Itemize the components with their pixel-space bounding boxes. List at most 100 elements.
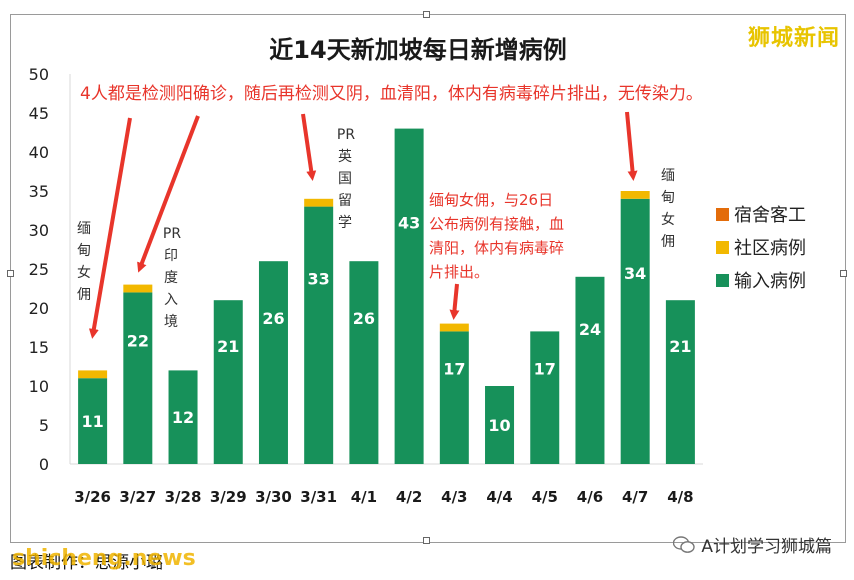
data-label: 33 <box>308 270 330 289</box>
y-tick-label: 25 <box>29 260 49 279</box>
annotation-glyph: 国 <box>338 171 352 187</box>
annotation-glyph: 甸 <box>661 190 675 206</box>
y-tick-label: 10 <box>29 377 49 396</box>
bar-segment <box>168 370 198 464</box>
y-tick-label: 40 <box>29 143 49 162</box>
y-tick-label: 50 <box>29 65 49 84</box>
data-label: 21 <box>217 337 239 356</box>
resize-handle[interactable] <box>423 537 430 544</box>
bar-segment <box>304 198 334 207</box>
bar-segment <box>213 300 243 464</box>
x-tick-label: 4/2 <box>396 488 422 506</box>
x-tick-label: 4/6 <box>577 488 603 506</box>
annotation-glyph: 甸 <box>77 243 91 259</box>
annotation-4-3-line: 公布病例有接触，血 <box>429 215 564 233</box>
annotation-arrow <box>301 113 317 181</box>
annotation-top-note: 4人都是检测阳确诊，随后再检测又阴，血清阳，体内有病毒碎片排出，无传染力。 <box>80 84 703 104</box>
annotation-4-3-line: 片排出。 <box>429 263 489 281</box>
x-tick-label: 4/8 <box>667 488 693 506</box>
annotation-glyph: 学 <box>338 215 352 231</box>
wechat-icon <box>673 535 696 554</box>
site-watermark: shicheng.news <box>12 546 196 571</box>
data-label: 22 <box>127 331 149 350</box>
annotation-arrow <box>625 111 638 181</box>
x-tick-label: 4/1 <box>351 488 377 506</box>
x-tick-label: 3/26 <box>74 488 111 506</box>
bar-segment <box>394 128 424 464</box>
legend-swatch <box>716 274 729 287</box>
resize-handle[interactable] <box>7 270 14 277</box>
legend-label: 社区病例 <box>734 238 806 259</box>
annotation-glyph: 入 <box>164 292 178 308</box>
bar-segment <box>575 276 605 464</box>
y-tick-label: 15 <box>29 338 49 357</box>
resize-handle[interactable] <box>840 270 847 277</box>
annotation-glyph: 缅 <box>77 221 91 237</box>
annotation-4-7: 缅甸女佣 <box>661 168 675 250</box>
bar-segment <box>665 300 695 464</box>
annotation-glyph: 境 <box>164 314 178 330</box>
legend-label: 输入病例 <box>734 271 806 292</box>
annotation-glyph: 留 <box>338 193 352 209</box>
annotation-glyph: 女 <box>77 264 91 281</box>
x-tick-label: 4/5 <box>532 488 558 506</box>
data-label: 17 <box>534 360 556 379</box>
caption-text: 图表制作：思源小璐 <box>10 553 163 573</box>
x-tick-label: 4/7 <box>622 488 648 506</box>
data-label: 34 <box>624 264 646 283</box>
legend-swatch <box>716 208 729 221</box>
bar-segment <box>123 292 153 464</box>
x-tick-label: 4/3 <box>441 488 467 506</box>
y-tick-label: 45 <box>29 104 49 123</box>
data-label: 10 <box>488 416 510 435</box>
x-tick-label: 3/31 <box>300 488 337 506</box>
x-tick-label: 3/27 <box>119 488 156 506</box>
data-label: 11 <box>81 412 103 431</box>
y-tick-label: 20 <box>29 299 49 318</box>
legend-label: 宿舍客工 <box>734 205 806 226</box>
annotation-3-31-pr: PR <box>337 127 355 143</box>
bar-segment <box>304 206 334 464</box>
y-tick-label: 30 <box>29 221 49 240</box>
wechat-label: A计划学习狮城篇 <box>701 537 832 557</box>
annotation-glyph: 缅 <box>661 168 675 184</box>
annotation-glyph: 佣 <box>661 234 675 250</box>
y-tick-label: 35 <box>29 182 49 201</box>
annotation-glyph: 女 <box>661 211 675 228</box>
resize-handle[interactable] <box>423 11 430 18</box>
bar-segment <box>485 386 515 464</box>
data-label: 12 <box>172 408 194 427</box>
annotation-glyph: 英 <box>338 148 352 165</box>
data-label: 26 <box>262 309 284 328</box>
bar-segment <box>439 331 469 464</box>
annotation-glyph: 印 <box>164 248 178 264</box>
bar-segment <box>620 198 650 465</box>
bar-segment <box>530 331 560 464</box>
chart-title: 近14天新加坡每日新增病例 <box>269 36 566 64</box>
x-tick-label: 3/29 <box>210 488 247 506</box>
annotation-3-27-pr: PR <box>163 226 181 242</box>
annotation-arrow <box>88 117 132 339</box>
bar-segment <box>78 378 108 464</box>
data-label: 21 <box>669 337 691 356</box>
y-tick-label: 5 <box>39 416 49 435</box>
data-label: 17 <box>443 360 465 379</box>
annotation-arrow <box>137 115 200 273</box>
x-tick-label: 4/4 <box>486 488 512 506</box>
annotation-3-26: 缅甸女佣 <box>77 221 91 303</box>
wechat-account: A计划学习狮城篇 <box>673 532 832 557</box>
annotation-glyph: 度 <box>164 270 178 286</box>
bar-segment <box>78 370 108 379</box>
annotation-4-3-line: 缅甸女佣，与26日 <box>429 191 553 209</box>
annotation-arrow <box>449 283 460 320</box>
data-label: 26 <box>353 309 375 328</box>
data-label: 43 <box>398 214 420 233</box>
x-tick-label: 3/28 <box>165 488 202 506</box>
bar-segment <box>439 323 469 332</box>
data-label: 24 <box>579 320 601 339</box>
bar-segment <box>123 284 153 293</box>
watermark-logo: 狮城新闻 <box>747 26 840 51</box>
annotation-4-3-line: 清阳，体内有病毒碎 <box>429 239 564 257</box>
